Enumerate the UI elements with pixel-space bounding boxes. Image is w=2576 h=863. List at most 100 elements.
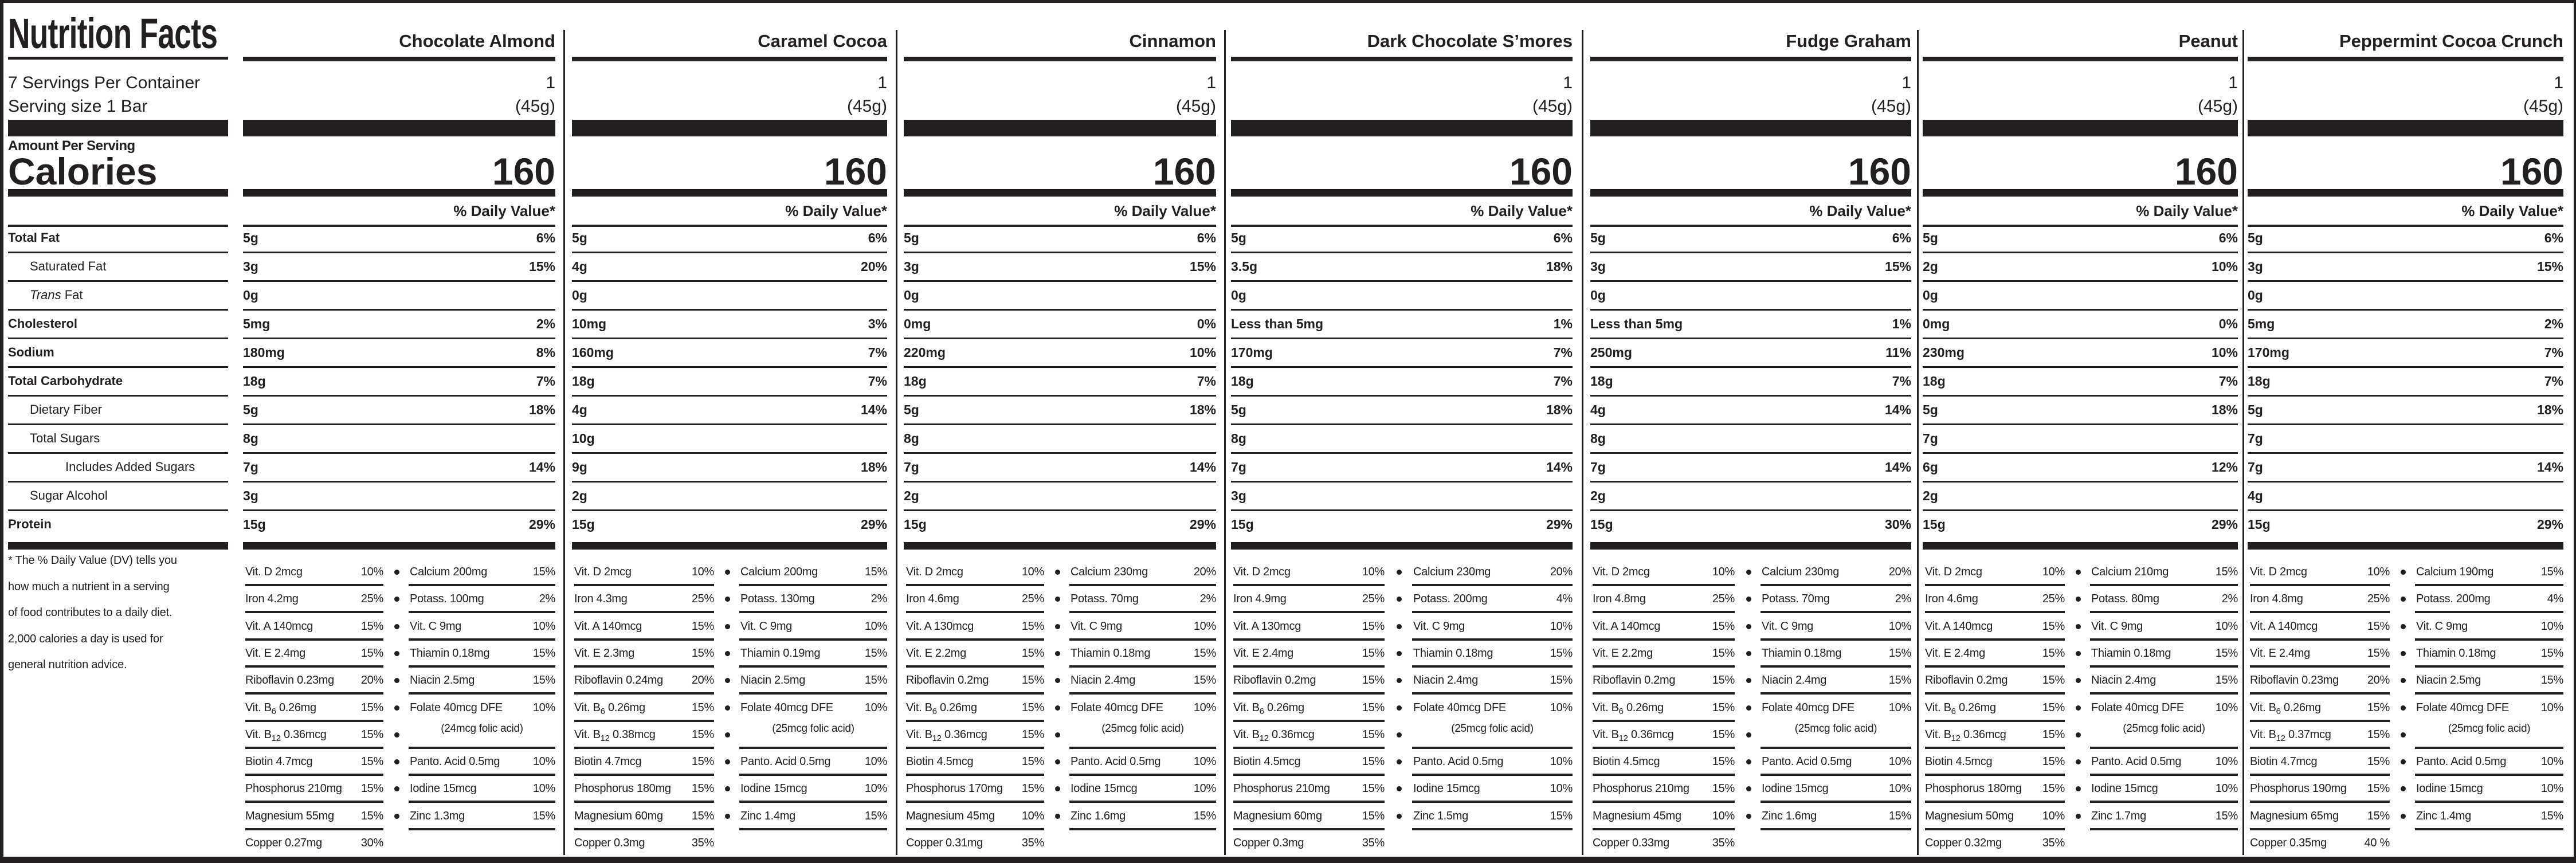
vitamin-daily-value: 15% bbox=[1550, 646, 1573, 660]
nutrient-rule bbox=[1923, 280, 2238, 282]
bullet-icon bbox=[2401, 570, 2406, 575]
nutrient-rule bbox=[904, 423, 1216, 425]
serving-size: Serving size 1 Bar bbox=[8, 97, 148, 116]
footnote-line: * The % Daily Value (DV) tells you bbox=[8, 554, 177, 567]
nutrient-daily-value: 12% bbox=[2211, 460, 2238, 474]
calories-value: 160 bbox=[492, 150, 555, 193]
vitamin-daily-value: 10% bbox=[2540, 755, 2563, 768]
nutrient-rule bbox=[1590, 423, 1911, 425]
daily-value-rule bbox=[572, 225, 887, 227]
vitamin-name: Iron 4.9mg bbox=[1233, 593, 1287, 606]
bullet-icon bbox=[1397, 732, 1402, 738]
vitamin-rule bbox=[409, 611, 555, 614]
vitamin-rule bbox=[2415, 611, 2563, 614]
vitamin-daily-value: 20% bbox=[360, 674, 383, 687]
title-rule bbox=[8, 57, 228, 60]
bullet-icon bbox=[1746, 597, 1751, 602]
thick-bar bbox=[572, 120, 887, 136]
vitamin-daily-value: 10% bbox=[532, 755, 555, 768]
vitamin-name: Vit. E 2.4mg bbox=[1925, 646, 1985, 660]
vitamin-name: Vit. B12 0.36mcg bbox=[1593, 728, 1674, 743]
vitamin-daily-value: 10% bbox=[864, 701, 887, 714]
servings-value: 1 bbox=[546, 73, 555, 92]
nutrient-amount: 0g bbox=[2248, 288, 2263, 303]
vitamin-name: Vit. D 2mcg bbox=[2250, 566, 2307, 578]
nutrient-rule bbox=[2248, 280, 2563, 282]
vitamin-rule bbox=[739, 827, 887, 830]
nutrient-rule bbox=[572, 452, 887, 454]
vitamin-daily-value: 10% bbox=[1193, 619, 1216, 633]
nutrient-rule bbox=[1590, 509, 1911, 511]
nutrient-daily-value bbox=[904, 430, 1216, 447]
bullet-icon bbox=[1055, 813, 1060, 819]
vitamin-daily-value: 15% bbox=[532, 566, 555, 578]
nutrient-daily-value bbox=[1590, 287, 1911, 304]
vitamin-name: Copper 0.3mg bbox=[1233, 837, 1304, 849]
vitamin-daily-value: 15% bbox=[2215, 674, 2238, 687]
vitamin-daily-value: 10% bbox=[2215, 619, 2238, 633]
vitamin-rule bbox=[574, 665, 714, 668]
vitamin-name: Vit. B6 0.26mg bbox=[245, 701, 316, 716]
vitamin-daily-value: 15% bbox=[864, 646, 887, 660]
nutrient-rule bbox=[8, 252, 228, 253]
vitamin-rule bbox=[906, 692, 1044, 695]
nutrient-amount: 9g bbox=[572, 460, 587, 474]
vitamin-daily-value: 15% bbox=[2540, 674, 2563, 687]
vitamin-name: Niacin 2.5mg bbox=[2416, 674, 2481, 687]
vitamin-daily-value: 10% bbox=[2367, 566, 2390, 578]
vitamin-daily-value: 20% bbox=[691, 674, 714, 687]
nutrient-daily-value bbox=[2248, 487, 2563, 504]
vitamin-rule bbox=[574, 692, 714, 695]
nutrient-rule bbox=[904, 509, 1216, 511]
vitamin-name: Vit. B12 0.38mcg bbox=[574, 728, 656, 743]
vitamin-daily-value: 15% bbox=[864, 566, 887, 578]
vitamin-daily-value: 15% bbox=[1362, 755, 1385, 768]
vitamin-daily-value: 10% bbox=[1193, 701, 1216, 714]
vitamin-name: Vit. B12 0.36mcg bbox=[906, 728, 987, 743]
folic-acid-note: (25mcg folic acid) bbox=[1451, 722, 1534, 735]
vitamin-name: Thiamin 0.18mg bbox=[1071, 646, 1151, 660]
nutrient-amount: 18g bbox=[1590, 374, 1613, 389]
vitamin-daily-value: 10% bbox=[1888, 619, 1911, 633]
nutrient-rule bbox=[1590, 338, 1911, 339]
product-name: Cinnamon bbox=[1129, 31, 1216, 51]
nutrient-amount: 170mg bbox=[1231, 345, 1273, 360]
nutrient-rule bbox=[904, 338, 1216, 339]
vitamin-name: Zinc 1.7mg bbox=[2091, 809, 2146, 822]
vitamin-name: Vit. C 9mg bbox=[1413, 619, 1465, 633]
nutrient-daily-value: 7% bbox=[1553, 374, 1573, 389]
nutrient-amount: 8g bbox=[1590, 431, 1606, 446]
vitamin-name: Vit. A 140mcg bbox=[245, 619, 313, 633]
nutrient-amount: 220mg bbox=[904, 345, 946, 360]
nutrient-amount: 4g bbox=[572, 402, 587, 417]
vitamin-daily-value: 10% bbox=[2540, 782, 2563, 795]
vitamin-daily-value: 10% bbox=[1362, 566, 1385, 578]
vitamin-rule bbox=[409, 665, 555, 668]
vitamin-daily-value: 10% bbox=[864, 755, 887, 768]
nutrient-daily-value: 6% bbox=[1553, 230, 1573, 245]
vitamin-daily-value: 15% bbox=[360, 619, 383, 633]
nutrient-amount: 8g bbox=[904, 431, 919, 446]
vitamin-name: Vit. D 2mcg bbox=[574, 566, 632, 578]
nutrient-amount: 0mg bbox=[904, 316, 931, 331]
vitamin-daily-value: 10% bbox=[1712, 809, 1735, 822]
folic-acid-note: (25mcg folic acid) bbox=[2448, 722, 2531, 735]
vitamin-rule bbox=[739, 584, 887, 586]
nutrient-amount: 4g bbox=[2248, 488, 2263, 503]
nutrient-rule bbox=[1231, 452, 1573, 454]
vitamin-daily-value: 10% bbox=[2215, 782, 2238, 795]
nutrient-daily-value bbox=[1590, 487, 1911, 504]
vitamin-name: Vit. B6 0.26mg bbox=[574, 701, 645, 716]
vitamin-name: Biotin 4.7mcg bbox=[2250, 755, 2318, 768]
nutrient-rule bbox=[243, 252, 555, 253]
vitamin-daily-value: 15% bbox=[1362, 646, 1385, 660]
vitamin-name: Phosphorus 190mg bbox=[2250, 782, 2347, 795]
vitamin-name: Niacin 2.4mg bbox=[1762, 674, 1827, 687]
vitamin-rule bbox=[2250, 584, 2390, 586]
vitamin-name: Folate 40mcg DFE bbox=[1071, 701, 1163, 714]
calories-bar bbox=[1923, 189, 2238, 197]
vitamin-rule bbox=[1069, 746, 1216, 749]
vitamin-rule bbox=[906, 638, 1044, 641]
bullet-icon bbox=[1055, 570, 1060, 575]
vitamin-name: Vit. B6 0.26mg bbox=[1593, 701, 1664, 716]
